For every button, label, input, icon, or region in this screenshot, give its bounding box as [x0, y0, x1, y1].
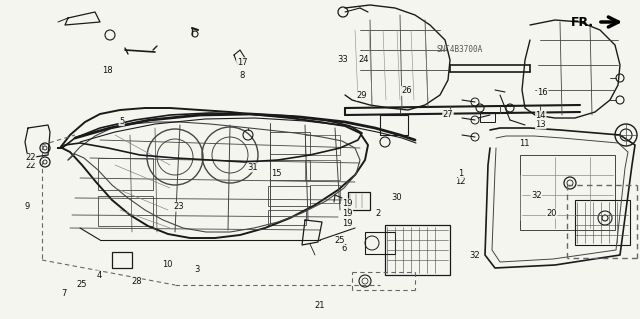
Bar [520, 155, 615, 230]
Text: 22: 22 [26, 153, 36, 162]
Bar [348, 192, 370, 210]
Text: 6: 6 [342, 244, 347, 253]
Text: 23: 23 [174, 202, 184, 211]
Text: 5: 5 [119, 117, 124, 126]
Text: 19: 19 [342, 219, 353, 228]
Bar [385, 225, 450, 275]
Bar [270, 132, 310, 154]
Text: 15: 15 [271, 169, 282, 178]
Text: 14: 14 [536, 111, 546, 120]
Text: 19: 19 [342, 199, 353, 208]
Text: 26: 26 [401, 86, 412, 95]
Text: 25: 25 [77, 280, 87, 289]
Text: 28: 28 [131, 277, 141, 286]
Text: 3: 3 [195, 265, 200, 274]
Text: 2: 2 [375, 209, 380, 218]
Bar [365, 232, 395, 254]
Text: 12: 12 [456, 177, 466, 186]
Text: 13: 13 [536, 120, 546, 129]
Text: 9: 9 [24, 202, 29, 211]
Text: 29: 29 [356, 91, 367, 100]
Text: 22: 22 [26, 161, 36, 170]
Text: SNC4B3700A: SNC4B3700A [436, 45, 483, 54]
Bar [310, 185, 340, 203]
Text: 17: 17 [237, 58, 247, 67]
Bar [98, 196, 153, 226]
Text: 4: 4 [97, 271, 102, 280]
Text: 20: 20 [547, 209, 557, 218]
Text: 32: 32 [470, 251, 480, 260]
Text: 21: 21 [315, 301, 325, 310]
Text: FR.: FR. [571, 16, 594, 28]
Text: 24: 24 [358, 55, 369, 63]
Bar [112, 252, 132, 268]
Bar [98, 158, 153, 190]
Text: 11: 11 [520, 139, 530, 148]
Text: 18: 18 [102, 66, 113, 75]
Text: 27: 27 [443, 110, 453, 119]
Text: 32: 32 [531, 191, 541, 200]
Text: 19: 19 [342, 209, 353, 218]
Text: 16: 16 [538, 88, 548, 97]
Bar [268, 210, 306, 225]
Bar [575, 200, 630, 245]
Text: 1: 1 [458, 169, 463, 178]
Text: 31: 31 [248, 163, 258, 172]
Bar [270, 160, 310, 180]
Text: 8: 8 [239, 71, 244, 80]
Text: 7: 7 [61, 289, 67, 298]
Text: 33: 33 [337, 55, 348, 63]
Bar [305, 135, 340, 155]
Text: 10: 10 [163, 260, 173, 269]
Bar [268, 186, 310, 206]
Text: 30: 30 [392, 193, 402, 202]
Bar [380, 115, 408, 135]
Text: 25: 25 [334, 236, 344, 245]
Bar [305, 160, 340, 180]
Bar [480, 112, 495, 122]
